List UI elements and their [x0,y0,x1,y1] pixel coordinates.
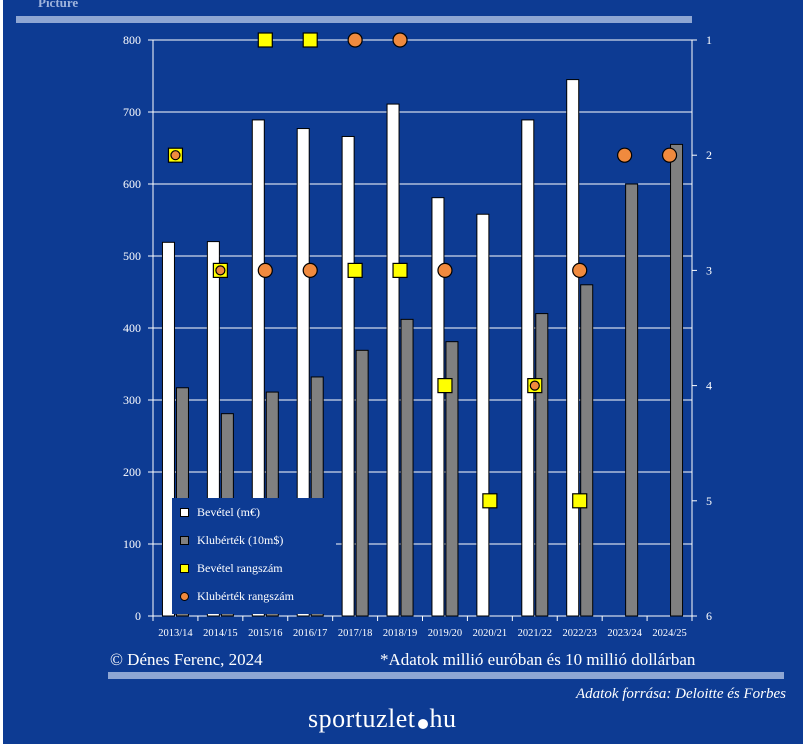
y-tick-label-left: 100 [123,537,141,551]
x-tick-label: 2019/20 [428,628,462,639]
bottom-rule [108,672,784,679]
y-tick-label-left: 500 [123,249,141,263]
legend: Bevétel (m€) Klubérték (10m$) Bevétel ra… [172,498,336,614]
x-tick-label: 2013/14 [158,628,193,639]
marker-value-rank [617,147,633,163]
x-tick-label: 2016/17 [293,628,327,639]
legend-swatch-club-value [180,535,189,545]
x-tick-label: 2017/18 [338,628,372,639]
marker-value-rank [257,262,273,278]
bar-club-value [625,183,639,617]
marker-value-rank [437,262,453,278]
bar-club-value [400,318,414,617]
copyright: © Dénes Ferenc, 2024 [110,650,263,669]
marker-value-rank [347,32,363,48]
marker-value-rank [572,262,588,278]
legend-swatch-revenue-rank [180,563,189,573]
marker-revenue-rank [302,32,318,48]
data-source: Adatok forrása: Deloitte és Forbes [576,686,786,702]
x-tick-label: 2014/15 [203,628,237,639]
y-tick-label-right: 5 [706,494,712,508]
marker-value-rank [215,265,226,276]
legend-label-club-value: Klubérték (10m$) [197,532,284,547]
bar-revenue [521,119,535,617]
x-tick-label: 2023/24 [607,628,642,639]
x-tick-label: 2022/23 [562,628,596,639]
bar-club-value [580,284,594,617]
unit-note: *Adatok millió euróban és 10 millió doll… [380,650,696,669]
legend-swatch-value-rank [180,591,189,601]
x-tick-label: 2018/19 [383,628,417,639]
bar-revenue [251,119,265,617]
legend-item-club-value: Klubérték (10m$) [180,530,283,550]
marker-value-rank [529,380,540,391]
bar-revenue [431,197,445,617]
bar-revenue [341,135,355,617]
legend-item-value-rank: Klubérték rangszám [180,586,294,606]
marker-revenue-rank [392,262,408,278]
bar-revenue [566,79,580,617]
bar-club-value [355,349,369,617]
bar-club-value [445,341,459,617]
brand-logo: sportuzlet hu [308,704,457,734]
x-tick-label: 2015/16 [248,628,282,639]
brand-dot [417,719,428,729]
marker-value-rank [661,147,678,163]
y-tick-label-right: 1 [706,33,712,47]
bar-revenue [386,103,400,617]
y-tick-label-left: 200 [123,465,141,479]
marker-value-rank [392,32,408,48]
y-tick-label-left: 0 [135,609,141,623]
bar-club-value [670,143,684,617]
marker-revenue-rank [257,32,273,48]
y-tick-label-left: 800 [123,33,141,47]
marker-revenue-rank [347,262,363,278]
y-tick-label-left: 400 [123,321,141,335]
picture-label: Picture [38,0,79,10]
y-tick-label-right: 3 [706,263,712,277]
x-tick-label: 2020/21 [473,628,507,639]
y-tick-label-left: 300 [123,393,141,407]
bar-revenue [296,128,310,617]
y-tick-label-right: 4 [706,379,712,393]
y-tick-label-right: 6 [706,609,712,623]
top-rule [16,16,692,23]
marker-revenue-rank [437,378,453,394]
bar-club-value [535,313,549,617]
legend-item-revenue: Bevétel (m€) [180,502,260,522]
x-tick-label: 2024/25 [652,628,686,639]
marker-value-rank [302,262,318,278]
legend-label-revenue: Bevétel (m€) [197,504,260,519]
y-tick-label-right: 2 [706,148,712,162]
legend-label-revenue-rank: Bevétel rangszám [197,560,283,575]
y-tick-label-left: 600 [123,177,141,191]
legend-swatch-revenue [180,507,189,517]
brand-tld: hu [429,704,457,733]
brand-name: sportuzlet [308,704,416,733]
bar-revenue [476,213,490,617]
marker-revenue-rank [482,493,498,509]
legend-item-revenue-rank: Bevétel rangszám [180,558,283,578]
marker-value-rank [170,150,181,161]
legend-label-value-rank: Klubérték rangszám [197,588,294,603]
x-tick-label: 2021/22 [518,628,552,639]
bar-revenue [161,241,175,617]
marker-revenue-rank [572,493,588,509]
y-tick-label-left: 700 [123,105,141,119]
